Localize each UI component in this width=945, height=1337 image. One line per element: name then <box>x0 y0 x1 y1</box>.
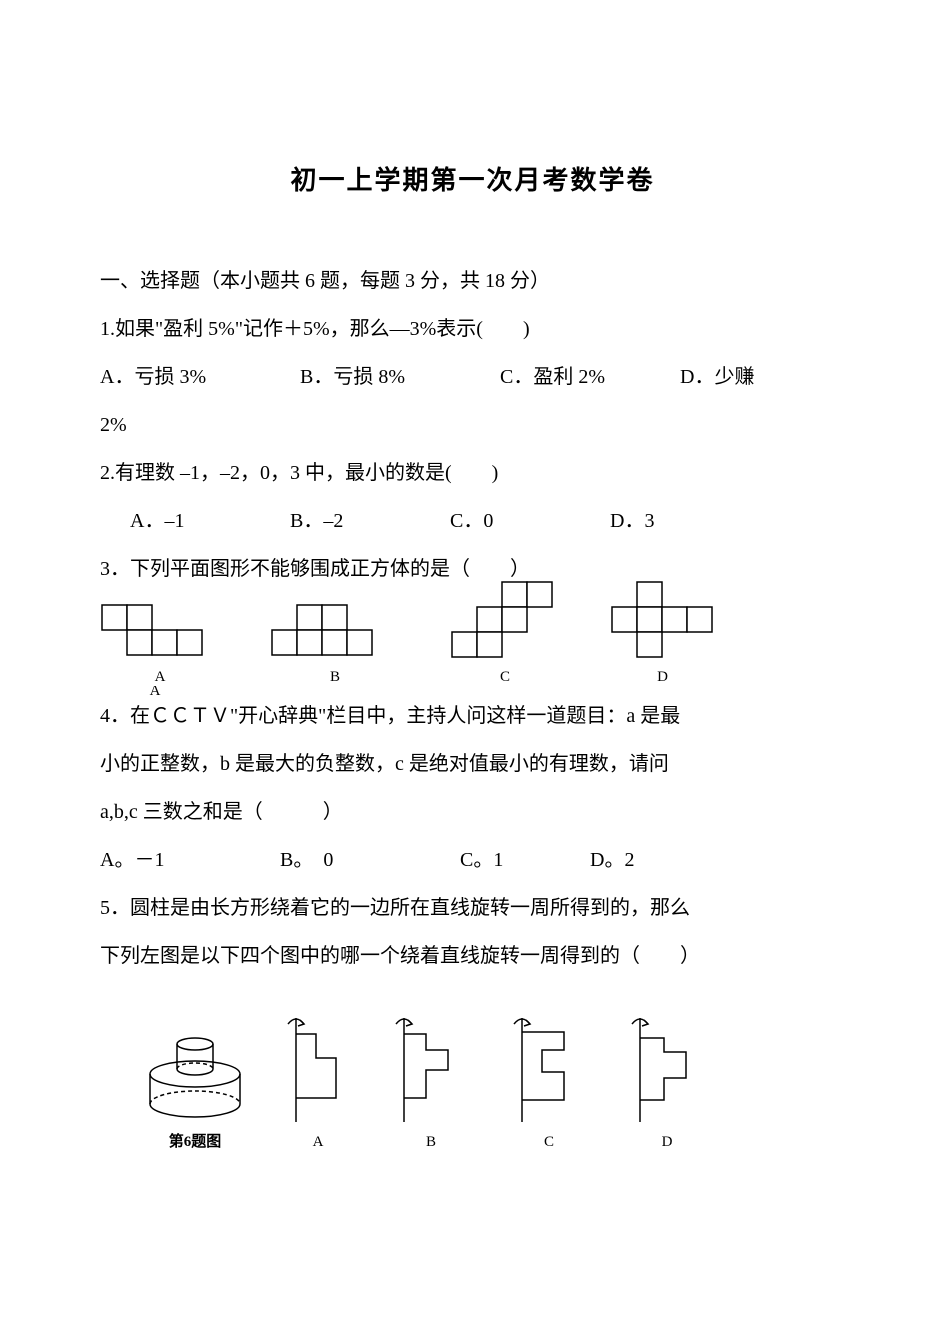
q5-l2: 下列左图是以下四个图中的哪一个绕着直线旋转一周得到的（ ） <box>100 932 845 980</box>
q4-opt-a: A。－1 <box>100 836 280 884</box>
q4-opt-c: C。1 <box>460 836 590 884</box>
q2-opt-b: B．–2 <box>290 497 450 545</box>
q5-fig-b: B <box>386 1010 476 1151</box>
q5-solid: 第6题图 <box>140 1024 250 1151</box>
q5-label-c: C <box>504 1134 594 1151</box>
profile-a-icon <box>278 1010 358 1130</box>
q3-figures-clean: A B <box>100 580 845 686</box>
q5-fig-c: C <box>504 1010 594 1151</box>
q1-opt-a: A．亏损 3% <box>100 353 300 401</box>
q3-fig-d: D <box>610 580 715 686</box>
q5-label-d: D <box>622 1134 712 1151</box>
q5-figures: 第6题图 A <box>140 1010 845 1151</box>
q2-text: 2.有理数 –1，–2，0，3 中，最小的数是( ) <box>100 449 845 497</box>
q4-opt-b: B。 0 <box>280 836 460 884</box>
section-heading: 一、选择题（本小题共 6 题，每题 3 分，共 18 分） <box>100 257 845 305</box>
q2-opt-c: C．0 <box>450 497 610 545</box>
exam-page: 初一上学期第一次月考数学卷 一、选择题（本小题共 6 题，每题 3 分，共 18… <box>0 0 945 1241</box>
q1-opt-c: C．盈利 2% <box>500 353 680 401</box>
profile-d-icon <box>622 1010 712 1130</box>
q3-label-c: C <box>450 669 560 686</box>
q3-label-d: D <box>610 669 715 686</box>
q3-label-a: A <box>100 669 220 686</box>
solid-icon <box>140 1024 250 1124</box>
q1-opt-b: B．亏损 8% <box>300 353 500 401</box>
q2-opt-a: A．–1 <box>130 497 290 545</box>
q5-fig-a: A <box>278 1010 358 1151</box>
q5-caption: 第6题图 <box>140 1130 250 1151</box>
net-b-icon <box>270 603 400 665</box>
profile-b-icon <box>386 1010 476 1130</box>
q1-opt-d2: 2% <box>100 401 845 449</box>
q5-label-b: B <box>386 1134 476 1151</box>
profile-c-icon <box>504 1010 594 1130</box>
q5-label-a: A <box>278 1134 358 1151</box>
q4-opt-d: D。2 <box>590 836 770 884</box>
q5-fig-d: D <box>622 1010 712 1151</box>
q4-l1: 4．在ＣＣＴＶ"开心辞典"栏目中，主持人问这样一道题目：a 是最 <box>100 692 845 740</box>
q2-opt-d: D．3 <box>610 497 770 545</box>
q1-opt-d: D．少赚 <box>680 353 754 401</box>
q3-fig-c: C <box>450 580 560 686</box>
q4-l2: 小的正整数，b 是最大的负整数，c 是绝对值最小的有理数，请问 <box>100 740 845 788</box>
q4-options: A。－1 B。 0 C。1 D。2 <box>100 836 845 884</box>
q1-text: 1.如果"盈利 5%"记作＋5%，那么—3%表示( ) <box>100 305 845 353</box>
net-d-icon <box>610 580 715 665</box>
q3-label-b: B <box>270 669 400 686</box>
net-a-icon <box>100 603 220 665</box>
page-title: 初一上学期第一次月考数学卷 <box>100 160 845 197</box>
net-c-icon <box>450 580 560 665</box>
q3-fig-a: A <box>100 603 220 686</box>
q4-l3: a,b,c 三数之和是（ ） <box>100 788 845 836</box>
q2-options: A．–1 B．–2 C．0 D．3 <box>100 497 845 545</box>
q1-options: A．亏损 3% B．亏损 8% C．盈利 2% D．少赚 <box>100 353 845 401</box>
q3-fig-b: B <box>270 603 400 686</box>
q5-l1: 5．圆柱是由长方形绕着它的一边所在直线旋转一周所得到的，那么 <box>100 884 845 932</box>
